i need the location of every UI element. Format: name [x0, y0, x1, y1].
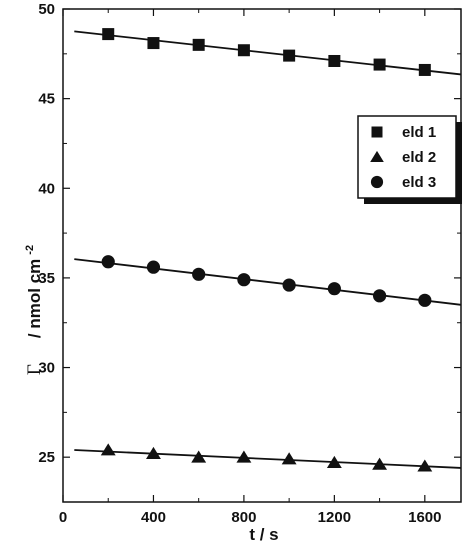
legend-label-2: eld 2 [402, 149, 436, 166]
data-point-series-2 [191, 450, 207, 463]
x-tick-label: 800 [231, 509, 256, 526]
data-point-series-1 [283, 49, 296, 62]
y-tick-label: 40 [38, 180, 55, 197]
data-point-series-1 [192, 38, 205, 51]
data-point-series-2 [281, 452, 297, 465]
y-tick-label: 30 [38, 360, 55, 377]
data-point-series-2 [146, 446, 161, 459]
y-tick-label: 35 [38, 270, 55, 287]
x-tick-label: 1600 [408, 509, 441, 526]
data-point-series-3 [192, 267, 206, 281]
data-point-series-1 [328, 54, 341, 67]
data-point-series-1 [147, 37, 160, 50]
data-point-series-2 [326, 455, 342, 468]
fit-line-series-3 [74, 258, 462, 306]
data-point-series-3 [101, 255, 115, 269]
y-tick-label: 50 [38, 1, 55, 18]
legend-label-3: eld 3 [402, 174, 436, 191]
y-axis-title: Γ / nmol cm -2 [24, 245, 45, 375]
data-point-series-3 [327, 282, 341, 296]
data-point-series-1 [418, 63, 431, 76]
y-axis-symbol: Γ [24, 364, 45, 375]
data-point-series-3 [282, 278, 296, 292]
data-point-series-3 [418, 293, 432, 307]
x-tick-label: 1200 [318, 509, 351, 526]
x-tick-label: 0 [59, 509, 67, 526]
legend-label-1: eld 1 [402, 124, 436, 141]
legend-marker-2 [370, 150, 384, 162]
fit-line-series-2 [74, 449, 462, 469]
data-point-series-3 [146, 260, 161, 274]
data-point-series-2 [236, 450, 252, 463]
data-point-series-2 [372, 457, 388, 470]
svg-text:Γ / nmol cm -2: Γ / nmol cm -2 [24, 245, 45, 375]
y-tick-label: 45 [38, 91, 55, 108]
y-tick-label: 25 [38, 449, 55, 466]
y-axis-unit: / nmol cm [25, 259, 44, 338]
data-point-series-3 [372, 289, 387, 303]
data-point-series-1 [373, 58, 386, 71]
data-point-series-1 [237, 44, 250, 57]
y-axis-unit-exponent: -2 [24, 245, 36, 255]
data-point-series-2 [100, 443, 116, 456]
data-point-series-3 [237, 273, 251, 287]
x-axis-title: t / s [249, 525, 278, 544]
data-point-series-2 [417, 459, 433, 472]
x-tick-label: 400 [141, 509, 166, 526]
legend-marker-3 [370, 175, 384, 189]
fit-line-series-1 [74, 30, 462, 76]
data-point-series-1 [102, 28, 115, 41]
plot-frame [62, 8, 462, 503]
legend-marker-1 [371, 126, 383, 138]
legend: eld 1 eld 2 eld 3 [357, 115, 462, 204]
